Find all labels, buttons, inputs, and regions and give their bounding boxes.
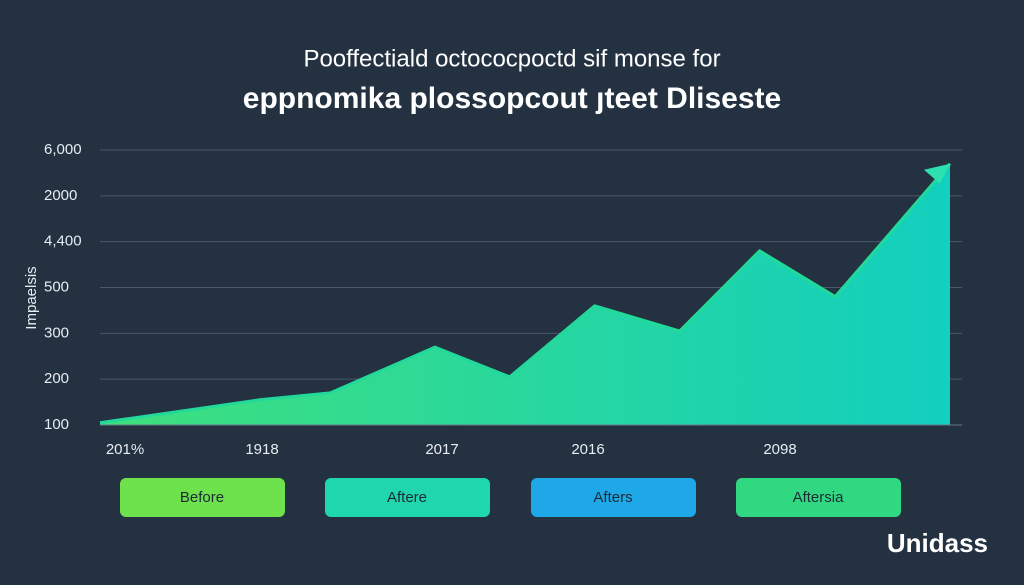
button-bg bbox=[120, 478, 285, 517]
y-tick-label: 6,000 bbox=[44, 141, 82, 158]
button-label: Aftere bbox=[387, 489, 427, 506]
button-label: Before bbox=[180, 489, 224, 506]
chart-title: Pooffectiald octococpoctd sif monse for bbox=[303, 45, 720, 72]
area bbox=[100, 163, 950, 425]
arrow-head bbox=[924, 163, 950, 184]
logo: Unidass bbox=[887, 528, 988, 558]
y-tick-label: 4,400 bbox=[44, 233, 82, 250]
button-bg bbox=[531, 478, 696, 517]
x-tick-label: 2017 bbox=[425, 441, 458, 458]
x-tick-label: 2098 bbox=[763, 441, 796, 458]
button-bg bbox=[325, 478, 490, 517]
chart-subtitle: eppnomika plossopcout ȷteet Dliseste bbox=[243, 82, 781, 115]
button-bg bbox=[736, 478, 901, 517]
y-tick-label: 2000 bbox=[44, 187, 77, 204]
button[interactable]: Aftere bbox=[325, 478, 490, 517]
y-tick-label: 200 bbox=[44, 370, 69, 387]
button-label: Aftersia bbox=[793, 489, 845, 506]
y-tick-label: 500 bbox=[44, 278, 69, 295]
y-tick-label: 300 bbox=[44, 324, 69, 341]
button[interactable]: Aftersia bbox=[736, 478, 901, 517]
x-tick-label: 201% bbox=[106, 441, 144, 458]
button[interactable]: Afters bbox=[531, 478, 696, 517]
button-label: Afters bbox=[593, 489, 632, 506]
x-tick-label: 1918 bbox=[245, 441, 278, 458]
button[interactable]: Before bbox=[120, 478, 285, 517]
y-tick-label: 100 bbox=[44, 416, 69, 433]
y-axis-label: Impaelsis bbox=[23, 266, 40, 329]
line bbox=[99, 162, 952, 425]
x-tick-label: 2016 bbox=[571, 441, 604, 458]
